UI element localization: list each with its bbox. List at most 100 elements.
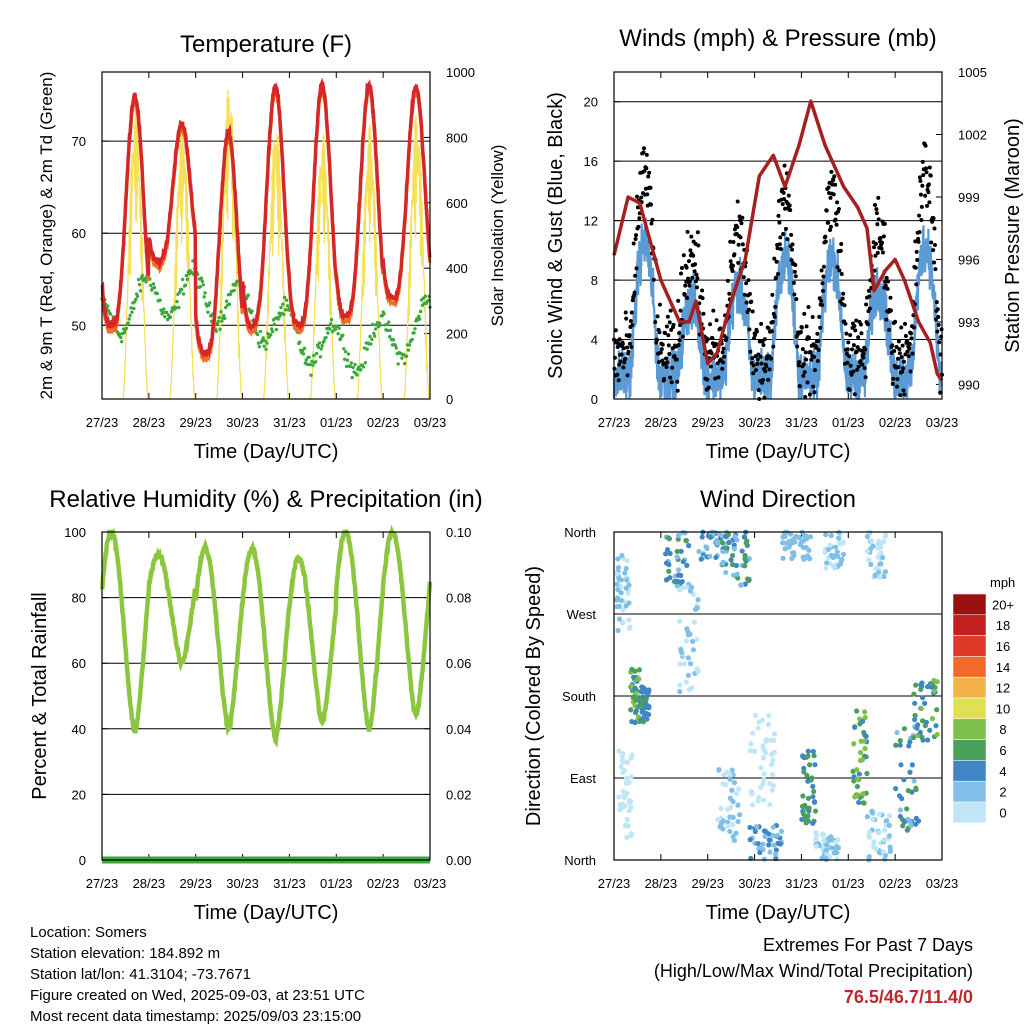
gust-point [616,378,621,383]
dewpoint-point [371,322,375,327]
x-tick-label: 02/23 [879,876,912,891]
direction-point [689,685,695,691]
gust-point [902,359,907,364]
gust-point [846,340,851,345]
gust-point [816,348,821,353]
direction-point [717,823,723,830]
direction-point [856,771,862,777]
gust-point [802,311,807,316]
gust-point [935,307,940,312]
gust-point [829,169,834,174]
dewpoint-point [394,346,398,350]
direction-point [771,842,777,848]
direction-point [907,739,913,745]
direction-point [809,775,815,781]
gust-point [777,242,782,247]
gust-point [895,384,900,389]
direction-point [852,724,858,730]
direction-point [666,568,672,574]
direction-point [622,803,628,809]
gust-point [914,249,919,254]
gust-point [812,354,817,359]
gust-point [881,234,886,239]
dewpoint-point [175,299,179,304]
direction-point [882,827,888,833]
gust-point [782,197,787,202]
dewpoint-point [363,361,368,365]
direction-point [625,823,631,829]
direction-point [756,719,762,725]
dewpoint-point [265,341,269,345]
dewpoint-point [319,347,323,351]
direction-point [911,691,917,697]
gust-point [694,285,699,290]
gust-point [624,316,629,321]
gust-point [715,361,720,366]
direction-point [719,539,726,546]
gust-point [861,355,866,360]
gust-point [753,332,758,337]
direction-point [631,674,637,680]
gust-point [916,236,921,241]
direction-point [766,837,772,843]
x-tick-label: 29/23 [179,876,212,891]
gust-point [637,216,642,221]
direction-point [632,686,638,692]
y2-tick-label: 993 [958,315,980,330]
gust-point [634,266,639,271]
direction-point [684,562,690,569]
gust-point [666,343,671,348]
gust-point [630,298,635,303]
direction-point [800,544,806,550]
dewpoint-point [417,317,422,321]
gust-point [622,360,627,365]
direction-point [933,723,939,729]
gust-point [753,368,758,373]
direction-point [664,546,671,553]
direction-point [831,850,837,856]
direction-point [624,759,631,765]
dewpoint-point [393,343,398,347]
gust-point [900,343,905,348]
gust-point [662,376,667,381]
gust-point [892,348,897,353]
direction-point [864,770,870,777]
gust-point [761,377,766,382]
dewpoint-point [126,321,130,325]
gust-point [664,324,669,329]
temp-2m-series [100,77,432,359]
gust-point [708,322,713,327]
gust-point [823,234,828,239]
direction-point [682,530,688,536]
gust-point [880,250,885,255]
dewpoint-point [250,309,254,313]
direction-point [769,787,775,793]
gust-point [873,241,878,246]
direction-point [898,762,904,768]
relative-humidity-series [99,524,433,749]
direction-point [766,842,772,848]
direction-point [624,816,630,823]
direction-point [755,798,761,804]
y-tick-label: 0 [79,853,86,868]
direction-point [859,757,865,763]
gust-point [665,314,670,319]
dewpoint-point [282,312,286,317]
dewpoint-point [400,356,404,360]
gust-point [808,350,813,355]
gust-point [709,351,714,356]
direction-point [879,554,886,561]
x-tick-label: 03/23 [414,876,447,891]
direction-point [856,799,862,806]
direction-point [773,847,779,853]
gust-point [687,279,692,284]
direction-point [870,816,876,822]
gust-point [646,174,651,179]
chart-title: Temperature (F) [180,31,352,58]
gust-point [897,351,902,356]
dewpoint-point [206,310,210,314]
dewpoint-point [198,285,203,289]
x-tick-label: 03/23 [926,415,959,430]
gust-point [835,200,840,205]
